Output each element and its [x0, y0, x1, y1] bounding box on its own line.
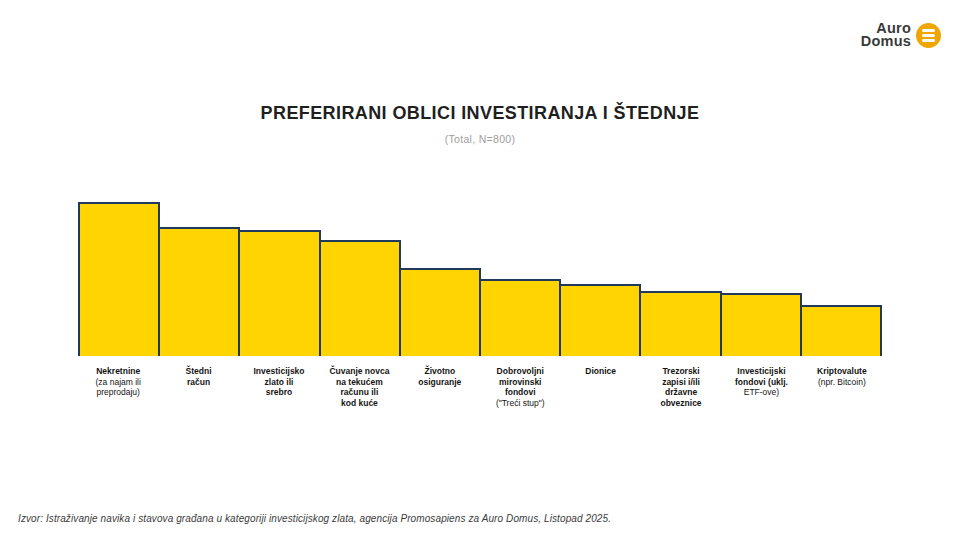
- category-name: Kriptovalute: [804, 366, 880, 377]
- category-name: Nekretnine: [80, 366, 156, 377]
- category-label-1: Nekretnine(za najam ili preprodaju): [78, 366, 158, 398]
- category-label-5: Životno osiguranje: [400, 366, 480, 387]
- category-name: Dobrovoljni mirovinski fondovi: [482, 366, 558, 398]
- bar-10: [800, 305, 882, 356]
- source-note: Izvor: Istraživanje navika i stavova gra…: [18, 513, 611, 524]
- category-label-8: Trezorski zapisi i/ili državne obveznice: [641, 366, 721, 408]
- bar-7: [559, 284, 641, 356]
- bar-1: [78, 202, 160, 356]
- chart-title: PREFERIRANI OBLICI INVESTIRANJA I ŠTEDNJ…: [0, 103, 960, 124]
- bar-chart-plot: [78, 202, 882, 356]
- bar-8: [639, 291, 721, 356]
- category-label-6: Dobrovoljni mirovinski fondovi("Treći st…: [480, 366, 560, 408]
- category-name: Investicijsko zlato ili srebro: [241, 366, 317, 398]
- bar-2: [158, 227, 240, 356]
- bar-6: [479, 279, 561, 356]
- category-name: Trezorski zapisi i/ili državne obveznice: [643, 366, 719, 408]
- brand-logo-text: Auro Domus: [861, 22, 911, 48]
- category-name: Dionice: [562, 366, 638, 377]
- category-label-7: Dionice: [560, 366, 640, 377]
- bar-9: [720, 293, 802, 356]
- chart-subtitle: (Total, N=800): [0, 133, 960, 145]
- bar-5: [399, 268, 481, 356]
- bar-4: [319, 240, 401, 356]
- category-name: Investicijski fondovi (uklj.: [723, 366, 799, 387]
- category-label-3: Investicijsko zlato ili srebro: [239, 366, 319, 398]
- report-slide: Auro Domus PREFERIRANI OBLICI INVESTIRAN…: [0, 0, 960, 540]
- category-label-4: Čuvanje novca na tekućem računu ili kod …: [319, 366, 399, 408]
- category-detail: (za najam ili preprodaju): [80, 377, 156, 398]
- brand-logo: Auro Domus: [861, 22, 941, 48]
- category-name: Životno osiguranje: [402, 366, 478, 387]
- category-label-9: Investicijski fondovi (uklj.ETF-ove): [721, 366, 801, 398]
- category-detail: (npr. Bitcoin): [804, 377, 880, 388]
- category-detail: ETF-ove): [723, 387, 799, 398]
- category-label-10: Kriptovalute(npr. Bitcoin): [802, 366, 882, 387]
- bar-chart-category-labels: Nekretnine(za najam ili preprodaju)Štedn…: [78, 366, 882, 408]
- category-name: Štedni račun: [160, 366, 236, 387]
- category-name: Čuvanje novca na tekućem računu ili kod …: [321, 366, 397, 408]
- bar-3: [238, 230, 320, 356]
- category-detail: ("Treći stup"): [482, 398, 558, 409]
- brand-logo-line2: Domus: [861, 35, 911, 48]
- category-label-2: Štedni račun: [158, 366, 238, 387]
- hamburger-circle-icon: [916, 23, 941, 48]
